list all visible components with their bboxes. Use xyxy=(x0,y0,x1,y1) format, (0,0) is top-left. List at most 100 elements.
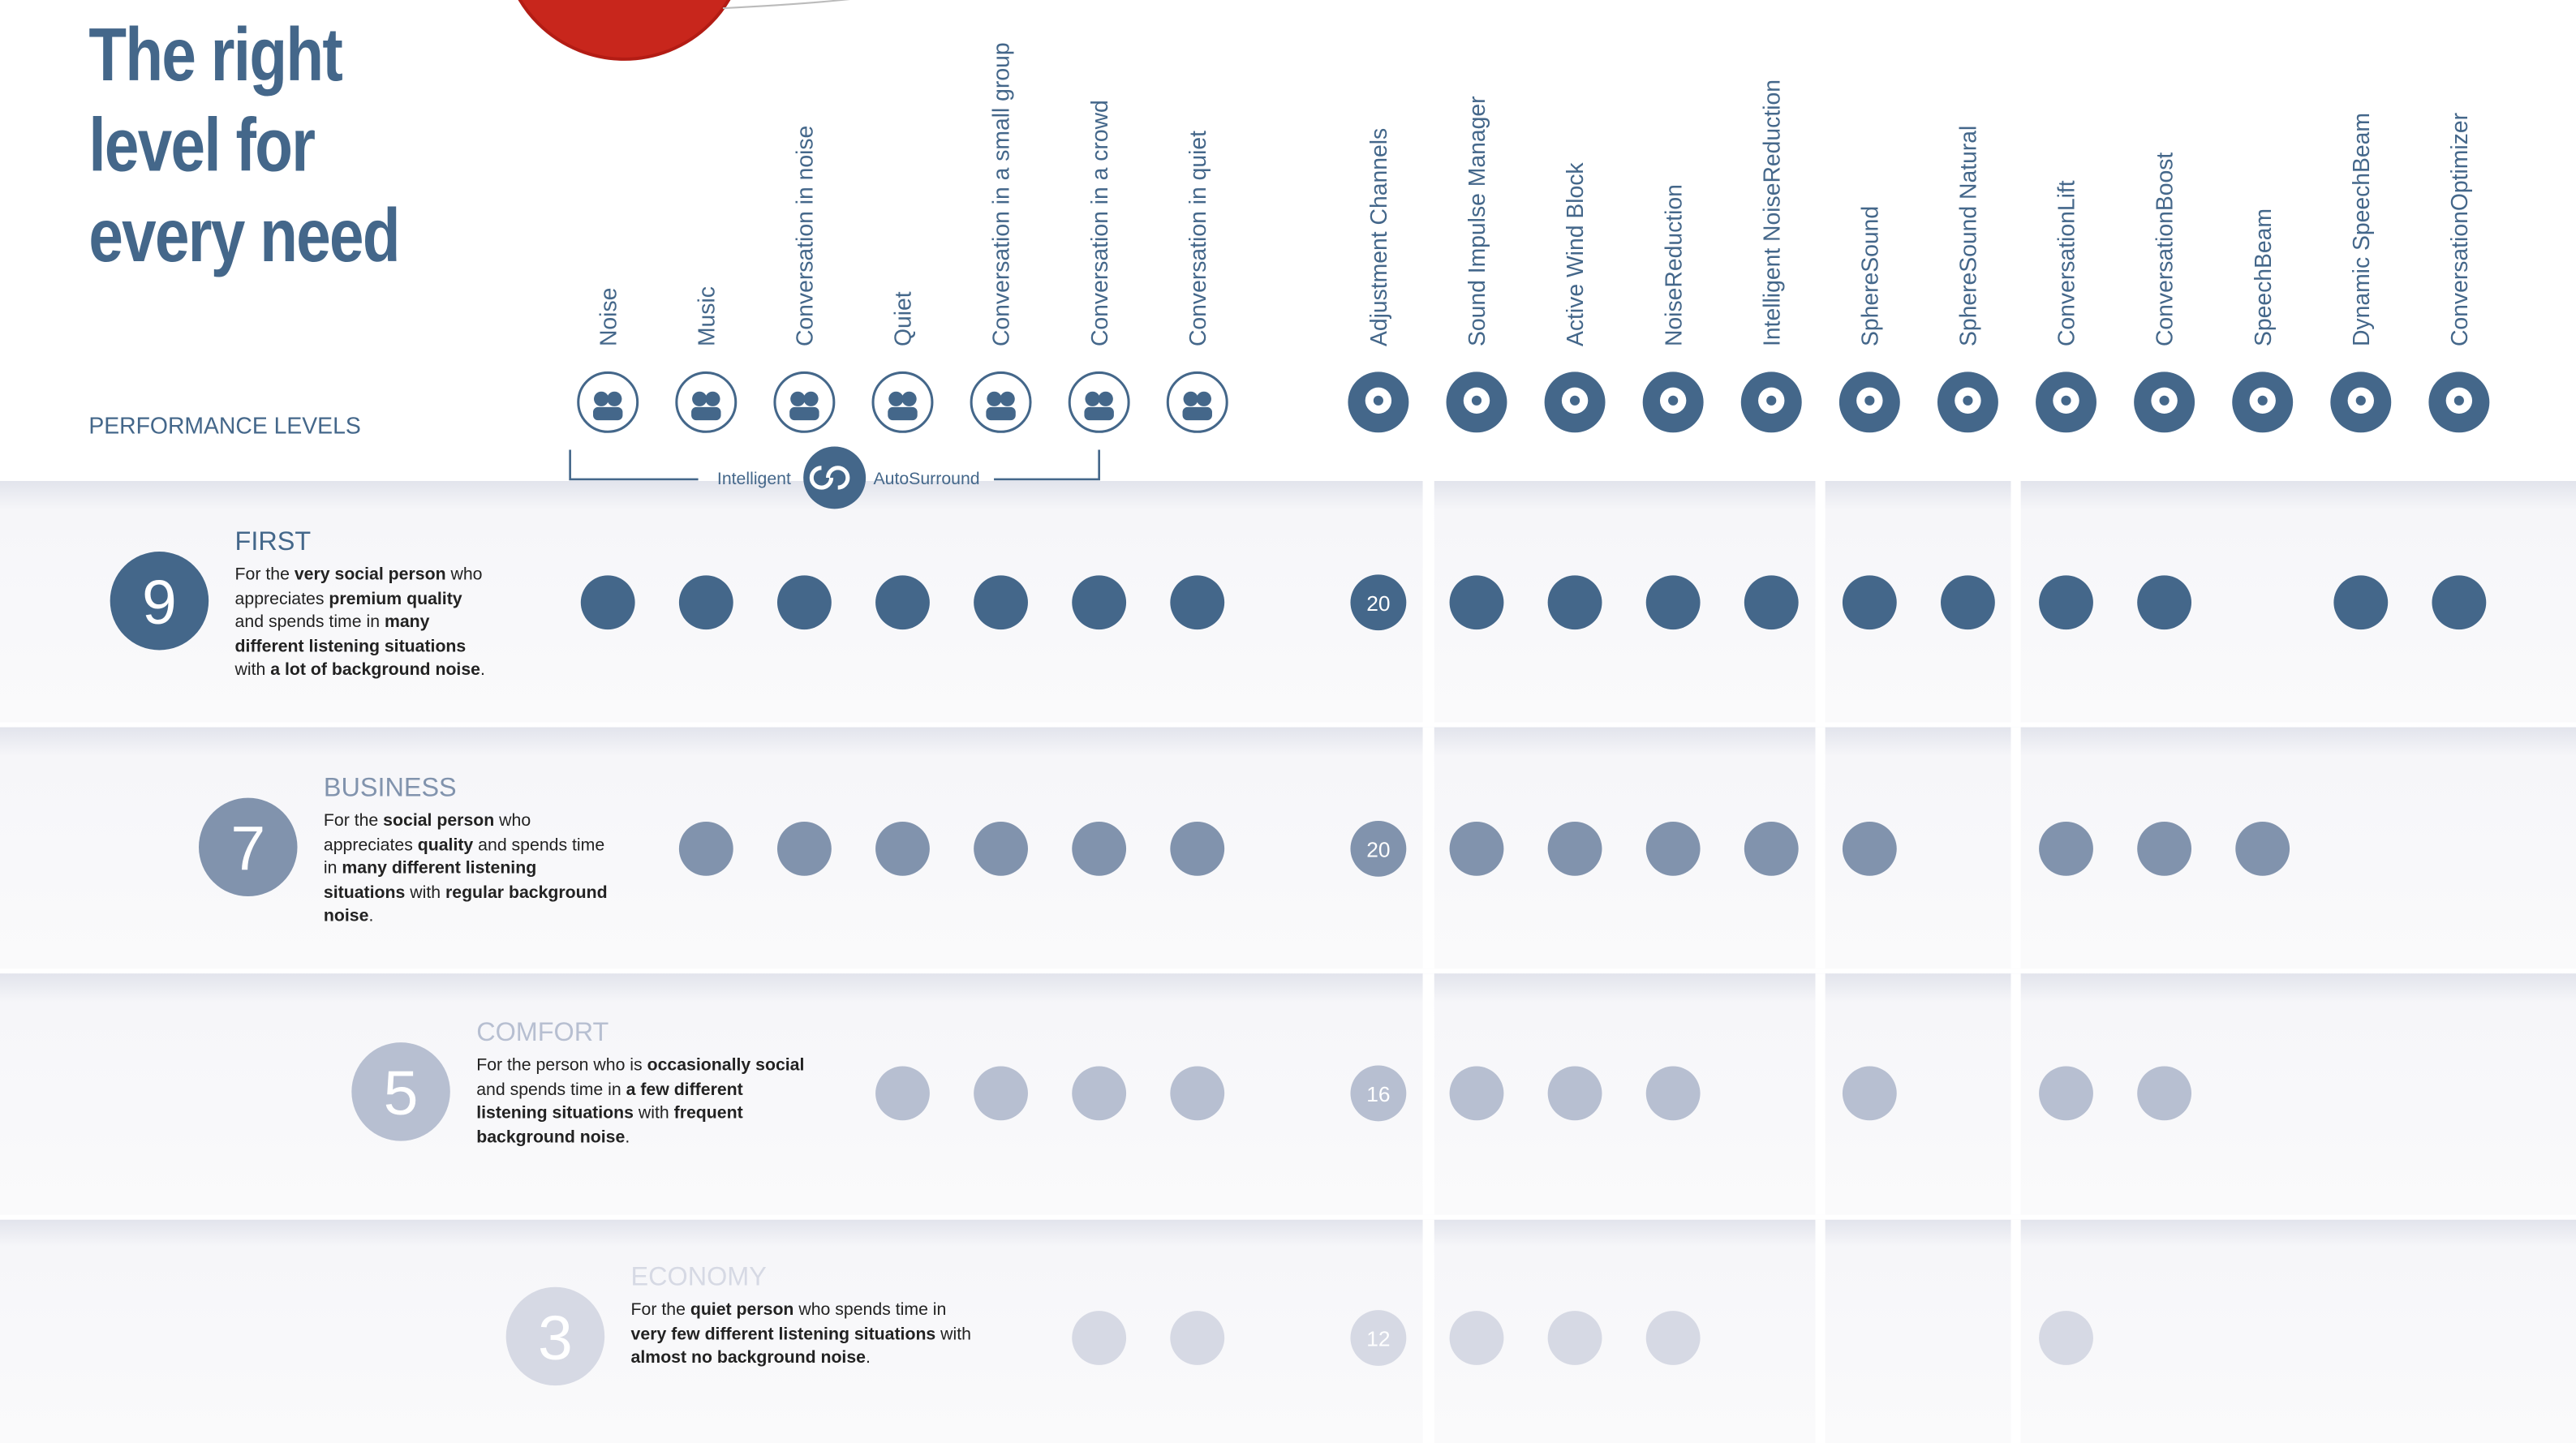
level-description: For the social person who appreciates qu… xyxy=(324,810,616,929)
icon-glyph xyxy=(790,392,805,406)
column-label: Conversation in quiet xyxy=(1185,131,1211,346)
feature-dot xyxy=(1548,822,1602,876)
description-run: For the xyxy=(631,1300,690,1320)
column-gap xyxy=(1816,973,1826,1215)
feature-dot xyxy=(2333,575,2388,629)
icon-glyph xyxy=(1766,396,1776,406)
feature-dot xyxy=(1646,575,1701,629)
feature-dot xyxy=(2039,1311,2093,1365)
column-gap xyxy=(2010,1220,2020,1443)
feature-dot xyxy=(1843,575,1897,629)
description-run: very social person xyxy=(295,565,446,584)
icon-glyph xyxy=(888,392,903,406)
column-label: SpeechBeam xyxy=(2251,208,2277,346)
description-run: quiet person xyxy=(690,1300,794,1320)
description-run: a lot of background noise xyxy=(270,660,480,680)
feature-dot xyxy=(1843,822,1897,876)
feature-dot xyxy=(1450,822,1504,876)
infographic: PERFORMANCE LEVELS Intelligent AutoSurro… xyxy=(0,0,2576,1443)
feature-dot xyxy=(1646,1311,1701,1365)
column-label: Intelligent NoiseReduction xyxy=(1759,79,1785,346)
feature-dot xyxy=(875,575,930,629)
icon-glyph xyxy=(987,392,1001,406)
column-gap xyxy=(2010,728,2020,969)
feature-dot xyxy=(2039,1067,2093,1121)
feature-dot xyxy=(679,575,733,629)
feature-dot xyxy=(679,822,733,876)
feature-dot xyxy=(1843,1067,1897,1121)
icon-glyph xyxy=(1570,396,1580,406)
description-run: who spends time in xyxy=(793,1300,946,1320)
description-run: . xyxy=(368,906,373,925)
description-run: with xyxy=(935,1324,971,1343)
feature-dot xyxy=(974,575,1028,629)
description-run: occasionally social xyxy=(647,1055,805,1075)
autosurround-left: Intelligent xyxy=(717,469,791,488)
description-run: with xyxy=(405,883,445,902)
icon-glyph xyxy=(607,392,621,406)
feature-dot xyxy=(1548,1311,1602,1365)
feature-dot xyxy=(2432,575,2486,629)
icon-glyph xyxy=(1668,396,1678,406)
feature-dot xyxy=(1646,822,1701,876)
level-name: BUSINESS xyxy=(324,773,457,802)
icon-glyph xyxy=(1963,396,1972,406)
channel-count: 16 xyxy=(1366,1082,1390,1106)
column-gap xyxy=(2010,973,2020,1215)
channel-count: 12 xyxy=(1366,1327,1390,1351)
feature-dot xyxy=(2137,1067,2191,1121)
column-label: Quiet xyxy=(891,291,917,346)
autosurround-right: AutoSurround xyxy=(873,469,979,488)
feature-dot xyxy=(1170,1067,1224,1121)
feature-dot xyxy=(777,822,832,876)
column-label: ConversationBoost xyxy=(2152,152,2178,346)
description-run: For the xyxy=(235,565,295,584)
column-label: SphereSound xyxy=(1857,206,1883,346)
feature-dot xyxy=(1744,822,1799,876)
feature-dot xyxy=(581,575,635,629)
icon-glyph xyxy=(789,407,819,420)
description-run: premium quality xyxy=(329,589,462,608)
column-label: NoiseReduction xyxy=(1661,184,1687,346)
column-label: Dynamic SpeechBeam xyxy=(2349,113,2375,346)
column-label: Conversation in a crowd xyxy=(1087,100,1113,346)
icon-glyph xyxy=(1099,392,1113,406)
column-label: ConversationLift xyxy=(2054,180,2080,346)
icon-glyph xyxy=(2061,396,2071,406)
feature-dot xyxy=(1072,822,1126,876)
icon-glyph xyxy=(803,392,818,406)
icon-glyph xyxy=(1000,392,1015,406)
channel-count: 20 xyxy=(1366,591,1390,616)
column-gap xyxy=(2010,481,2020,723)
column-label: Conversation in noise xyxy=(793,126,819,346)
column-label: Music xyxy=(694,286,720,346)
description-run: very few different listening situations xyxy=(631,1324,936,1343)
icon-glyph xyxy=(692,392,707,406)
decor-circle xyxy=(503,0,746,59)
feature-dot xyxy=(1170,822,1224,876)
feature-dot xyxy=(1450,575,1504,629)
feature-dot xyxy=(974,1067,1028,1121)
level-description: For the quiet person who spends time in … xyxy=(631,1299,984,1370)
feature-dot xyxy=(2039,822,2093,876)
feature-dot xyxy=(1744,575,1799,629)
title-line: level for xyxy=(88,100,399,190)
level-number: 9 xyxy=(142,568,177,638)
column-label: Noise xyxy=(596,288,621,346)
level-number: 7 xyxy=(230,814,265,884)
icon-glyph xyxy=(2160,396,2170,406)
column-gap xyxy=(1423,481,1434,723)
column-gap xyxy=(1816,728,1826,969)
icon-glyph xyxy=(888,407,917,420)
description-run: social person xyxy=(383,811,494,831)
description-run: and spends time in xyxy=(476,1080,626,1099)
feature-dot xyxy=(2039,575,2093,629)
feature-dot xyxy=(2137,575,2191,629)
column-gap xyxy=(1423,1220,1434,1443)
feature-dot xyxy=(777,575,832,629)
channel-count: 20 xyxy=(1366,837,1390,861)
column-gap xyxy=(1423,728,1434,969)
level-name: FIRST xyxy=(235,526,312,556)
description-run: For the person who is xyxy=(476,1055,647,1075)
